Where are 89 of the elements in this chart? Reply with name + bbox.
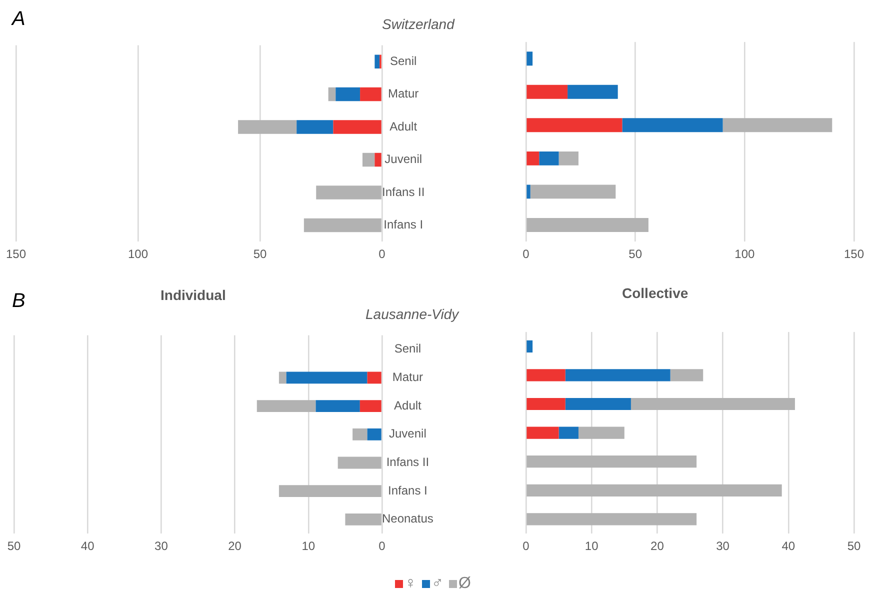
y-tick-label: Infans II	[386, 455, 430, 470]
bar	[722, 118, 832, 132]
x-tick-label: 50	[253, 247, 267, 262]
bar	[316, 186, 382, 200]
x-tick-label: 50	[847, 539, 861, 554]
text: A	[12, 8, 26, 31]
y-tick-label: Juvenil	[384, 152, 422, 166]
bar	[367, 372, 382, 384]
text: Lausanne-Vidy	[366, 306, 459, 322]
bar	[367, 428, 382, 440]
legend-label: ♀	[404, 575, 416, 593]
x-tick-label: 50	[628, 247, 642, 262]
legend-label: ♂	[432, 575, 444, 593]
bar	[296, 120, 334, 134]
y-tick-label: Senil	[390, 54, 417, 68]
bar	[526, 84, 568, 99]
y-tick-label: Neonatus	[382, 512, 434, 526]
bar	[374, 54, 380, 68]
bar	[360, 87, 382, 102]
x-tick-label: 40	[80, 539, 95, 554]
y-tick-label: Adult	[394, 398, 422, 412]
bar	[558, 426, 578, 439]
x-tick-label: 30	[154, 539, 168, 554]
bar	[286, 372, 368, 384]
bar	[630, 398, 795, 410]
text: B	[12, 290, 26, 313]
x-tick-label: 0	[522, 539, 530, 554]
bar	[526, 456, 697, 468]
bar	[565, 398, 631, 410]
chart-title: Individual	[160, 287, 226, 303]
x-tick-label: 10	[584, 539, 599, 554]
legend-label: Ø	[458, 575, 471, 593]
bar	[526, 151, 540, 166]
x-tick-label: 10	[302, 539, 316, 554]
bar	[568, 84, 618, 99]
bar	[565, 369, 670, 382]
chart-title: Collective	[622, 285, 688, 301]
bar	[526, 118, 622, 132]
bar	[238, 120, 297, 134]
bar	[333, 120, 382, 134]
bar	[316, 400, 360, 412]
bar	[278, 485, 382, 498]
bar	[328, 87, 336, 102]
x-tick-label: 100	[128, 247, 148, 262]
bar	[526, 52, 533, 66]
bar	[526, 369, 566, 382]
bar	[622, 118, 723, 132]
y-tick-label: Matur	[388, 86, 419, 101]
y-tick-label: Matur	[392, 370, 424, 384]
bar	[360, 400, 382, 412]
text: Switzerland	[382, 16, 454, 32]
bar	[526, 340, 533, 352]
bar	[345, 513, 382, 526]
x-tick-label: 0	[522, 247, 530, 262]
bar	[362, 152, 375, 167]
y-tick-label: Juvenil	[389, 426, 426, 441]
bar	[526, 398, 566, 410]
bar	[278, 372, 286, 384]
bar	[352, 428, 368, 440]
bar	[526, 426, 559, 439]
bar	[670, 369, 704, 382]
x-tick-label: 20	[228, 539, 242, 554]
bar	[526, 218, 648, 232]
bar	[374, 152, 382, 167]
bar	[256, 400, 316, 412]
bar	[539, 151, 559, 166]
y-tick-label: Infans I	[388, 483, 428, 498]
y-tick-label: Infans I	[384, 218, 424, 232]
x-tick-label: 50	[7, 539, 21, 554]
bar	[526, 484, 782, 496]
x-tick-label: 150	[844, 247, 864, 262]
bar	[338, 456, 382, 469]
bar	[304, 218, 382, 232]
y-tick-label: Infans II	[382, 184, 425, 199]
x-tick-label: 0	[378, 539, 386, 554]
x-tick-label: 0	[378, 247, 386, 262]
bar	[558, 151, 578, 166]
x-tick-label: 150	[6, 247, 26, 262]
y-tick-label: Adult	[390, 119, 418, 134]
bar	[530, 184, 616, 199]
bar	[578, 426, 624, 439]
x-tick-label: 30	[716, 539, 730, 554]
bar	[336, 87, 360, 102]
x-tick-label: 40	[782, 539, 796, 554]
x-tick-label: 20	[650, 539, 664, 554]
bar	[526, 513, 697, 526]
y-tick-label: Senil	[394, 342, 422, 356]
x-tick-label: 100	[734, 247, 755, 262]
bar	[526, 184, 530, 199]
